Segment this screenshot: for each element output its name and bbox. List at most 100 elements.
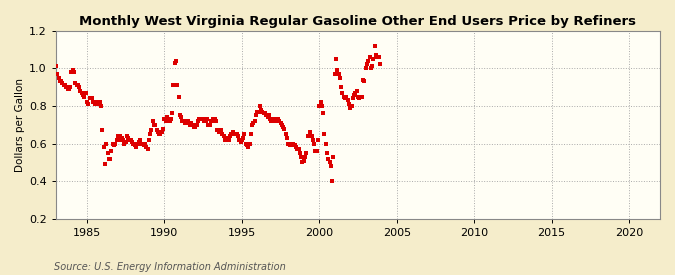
Point	[148, 123, 159, 127]
Point	[364, 55, 375, 59]
Point	[53, 75, 64, 80]
Point	[248, 121, 259, 125]
Point	[287, 141, 298, 146]
Point	[140, 141, 151, 146]
Point	[188, 123, 198, 127]
Point	[111, 138, 122, 142]
Point	[82, 100, 92, 104]
Point	[205, 119, 216, 123]
Point	[331, 57, 342, 61]
Point	[335, 75, 346, 80]
Point	[365, 66, 376, 70]
Point	[349, 92, 360, 97]
Point	[292, 147, 302, 152]
Point	[163, 117, 173, 121]
Point	[195, 117, 206, 121]
Point	[59, 83, 70, 87]
Point	[217, 132, 228, 136]
Point	[63, 87, 74, 91]
Point	[308, 141, 319, 146]
Point	[133, 139, 144, 144]
Point	[90, 100, 101, 104]
Point	[144, 138, 155, 142]
Point	[102, 151, 113, 155]
Point	[240, 141, 251, 146]
Point	[173, 94, 184, 99]
Point	[196, 117, 207, 121]
Point	[273, 117, 284, 121]
Text: Source: U.S. Energy Information Administration: Source: U.S. Energy Information Administ…	[54, 262, 286, 271]
Point	[99, 145, 109, 150]
Point	[199, 119, 210, 123]
Point	[154, 132, 165, 136]
Point	[168, 83, 179, 87]
Point	[229, 132, 240, 136]
Point	[355, 94, 366, 99]
Point	[216, 128, 227, 133]
Point	[181, 119, 192, 123]
Point	[252, 109, 263, 114]
Point	[161, 115, 172, 119]
Point	[338, 94, 349, 99]
Point	[209, 117, 220, 121]
Point	[174, 113, 185, 117]
Point	[297, 160, 308, 165]
Point	[132, 141, 142, 146]
Point	[321, 151, 332, 155]
Point	[238, 136, 248, 140]
Point	[110, 141, 121, 146]
Point	[215, 128, 225, 133]
Point	[171, 59, 182, 63]
Point	[345, 106, 356, 110]
Point	[128, 141, 139, 146]
Point	[356, 94, 367, 99]
Point	[100, 162, 111, 167]
Point	[290, 143, 300, 148]
Point	[222, 138, 233, 142]
Point	[261, 113, 272, 117]
Point	[311, 149, 322, 153]
Point	[281, 136, 292, 140]
Point	[96, 104, 107, 108]
Point	[52, 72, 63, 76]
Point	[124, 138, 135, 142]
Point	[332, 68, 343, 72]
Point	[359, 79, 370, 84]
Point	[58, 83, 69, 87]
Point	[120, 139, 131, 144]
Point	[101, 141, 111, 146]
Point	[72, 83, 83, 87]
Point	[279, 126, 290, 131]
Point	[315, 100, 326, 104]
Point	[185, 123, 196, 127]
Point	[358, 77, 369, 82]
Point	[192, 119, 203, 123]
Point	[301, 151, 312, 155]
Point	[319, 132, 330, 136]
Point	[304, 134, 315, 138]
Point	[117, 138, 128, 142]
Point	[122, 134, 132, 138]
Point	[109, 143, 119, 148]
Point	[198, 117, 209, 121]
Point	[337, 90, 348, 95]
Point	[151, 128, 162, 133]
Point	[372, 55, 383, 59]
Point	[146, 128, 157, 133]
Point	[75, 89, 86, 93]
Point	[373, 55, 384, 59]
Point	[321, 141, 331, 146]
Point	[269, 119, 279, 123]
Point	[79, 94, 90, 99]
Point	[202, 117, 213, 121]
Point	[256, 108, 267, 112]
Point	[66, 70, 77, 74]
Point	[134, 138, 145, 142]
Point	[266, 119, 277, 123]
Point	[260, 111, 271, 116]
Point	[286, 143, 296, 148]
Point	[158, 126, 169, 131]
Point	[130, 143, 140, 148]
Point	[95, 100, 105, 104]
Point	[169, 60, 180, 65]
